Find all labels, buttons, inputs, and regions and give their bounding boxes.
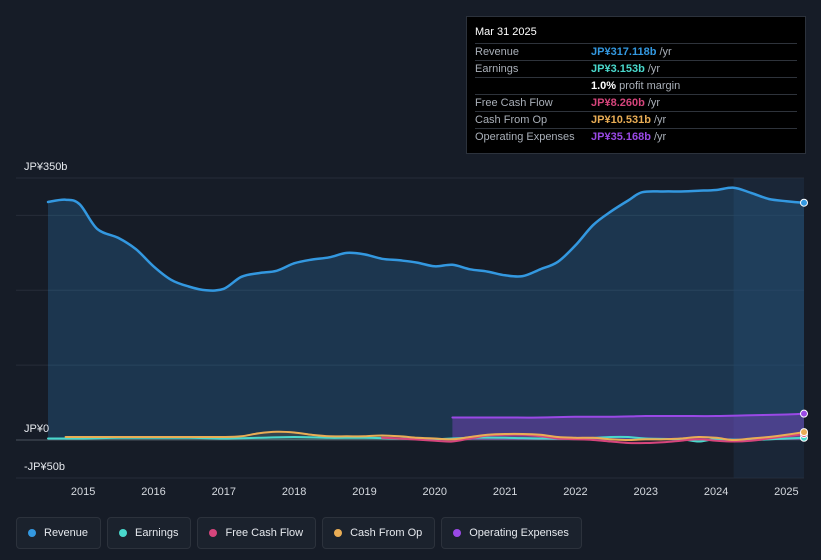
tooltip-unit: /yr <box>647 63 661 75</box>
y-tick-label: JP¥0 <box>24 423 49 435</box>
x-tick-label: 2023 <box>634 486 658 498</box>
tooltip-value: 1.0% <box>591 80 617 92</box>
tooltip-value: JP¥35.168b <box>591 131 651 143</box>
x-tick-label: 2020 <box>423 486 447 498</box>
legend-dot-icon <box>209 529 218 537</box>
x-tick-label: 2016 <box>141 486 165 498</box>
legend-dot-icon <box>453 529 462 537</box>
tooltip-unit: profit margin <box>619 80 681 92</box>
area-earnings <box>48 436 804 442</box>
tooltip-unit: /yr <box>653 114 667 126</box>
tooltip-label: Operating Expenses <box>475 131 575 143</box>
legend-label: Cash From Op <box>350 527 423 539</box>
endpoint-cash-from-op <box>800 428 808 437</box>
tooltip-date: Mar 31 2025 <box>475 26 537 38</box>
y-axis-labels: JP¥350b JP¥0 -JP¥50b <box>24 161 67 473</box>
legend-dot-icon <box>119 529 128 537</box>
legend-item-revenue[interactable]: Revenue <box>16 517 102 549</box>
x-tick-label: 2021 <box>493 486 517 498</box>
line-revenue <box>46 186 806 292</box>
line-free-cash-flow <box>381 433 805 445</box>
x-tick-label: 2025 <box>774 486 798 498</box>
legend-dot-icon <box>28 529 36 537</box>
tooltip-row-free-cash-flow: Free Cash Flow JP¥8.260b /yr <box>475 94 797 111</box>
line-operating-expenses <box>451 412 805 419</box>
series-endpoints <box>800 198 808 442</box>
line-cash-from-op <box>64 430 805 442</box>
endpoint-operating-expenses <box>800 409 808 418</box>
tooltip-row-revenue: Revenue JP¥317.118b /yr <box>475 43 797 60</box>
tooltip-unit: /yr <box>647 97 661 109</box>
x-tick-label: 2017 <box>212 486 236 498</box>
legend-label: Earnings <box>135 527 179 539</box>
forecast-region <box>733 178 804 478</box>
y-tick-label: JP¥350b <box>24 161 67 173</box>
x-tick-label: 2024 <box>704 486 728 498</box>
endpoint-revenue <box>800 198 808 207</box>
area-operating-expenses <box>452 413 804 440</box>
tooltip-label: Earnings <box>475 63 519 75</box>
tooltip-value: JP¥317.118b <box>591 46 657 58</box>
tooltip-label: Cash From Op <box>475 114 548 126</box>
x-tick-label: 2015 <box>71 486 95 498</box>
tooltip-row-earnings: Earnings JP¥3.153b /yr <box>475 60 797 77</box>
x-axis-labels: 2015 2016 2017 2018 2019 2020 2021 2022 2023 2024… <box>71 486 799 498</box>
tooltip-unit: /yr <box>653 131 667 143</box>
area-revenue <box>48 187 804 440</box>
x-tick-label: 2018 <box>282 486 306 498</box>
tooltip-unit: /yr <box>659 46 672 58</box>
tooltip-value: JP¥3.153b <box>591 63 645 75</box>
series-areas <box>48 187 805 444</box>
tooltip-value: JP¥8.260b <box>591 97 645 109</box>
tooltip-value: JP¥10.531b <box>591 114 651 126</box>
tooltip-row-operating-expenses: Operating Expenses JP¥35.168b /yr <box>475 128 797 145</box>
legend-label: Revenue <box>44 527 89 539</box>
x-tick-label: 2022 <box>563 486 587 498</box>
legend-label: Operating Expenses <box>469 527 569 539</box>
legend-item-earnings[interactable]: Earnings <box>107 517 192 549</box>
tooltip-row-profit-margin: 1.0% profit margin <box>475 77 797 94</box>
tooltip-row-cash-from-op: Cash From Op JP¥10.531b /yr <box>475 111 797 128</box>
legend-item-free-cash-flow[interactable]: Free Cash Flow <box>197 517 317 549</box>
legend-label: Free Cash Flow <box>225 527 304 539</box>
series-lines <box>46 186 806 445</box>
legend-item-operating-expenses[interactable]: Operating Expenses <box>441 517 582 549</box>
tooltip: Mar 31 2025 Revenue JP¥317.118b /yr Earn… <box>466 16 806 154</box>
y-tick-label: -JP¥50b <box>24 461 65 473</box>
tooltip-label: Free Cash Flow <box>475 97 553 109</box>
legend-item-cash-from-op[interactable]: Cash From Op <box>322 517 436 549</box>
tooltip-label: Revenue <box>475 46 520 58</box>
x-tick-label: 2019 <box>352 486 376 498</box>
legend-dot-icon <box>334 529 343 537</box>
legend: Revenue Earnings Free Cash Flow Cash Fro… <box>16 517 582 549</box>
